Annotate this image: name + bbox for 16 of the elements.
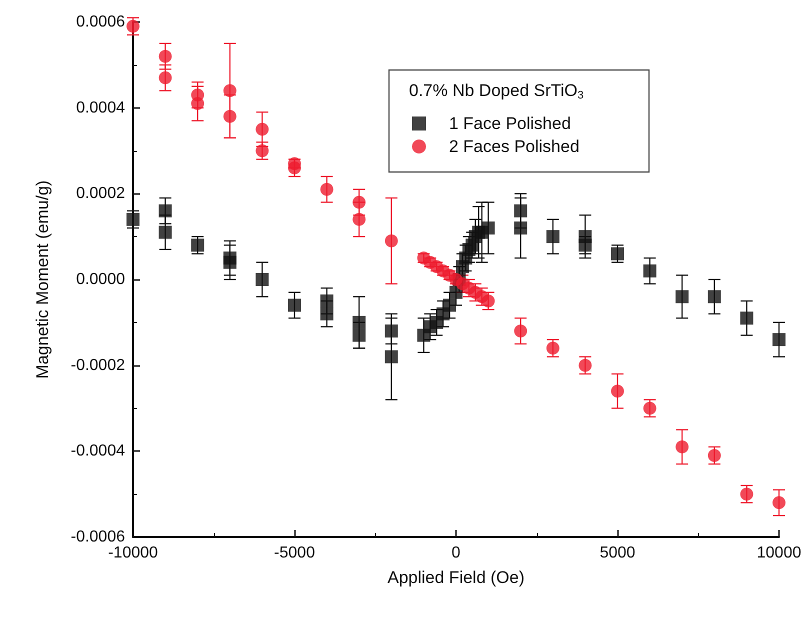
y-tick-label: 0.0006 <box>76 14 126 30</box>
y-tick-label: 0.0002 <box>76 185 126 202</box>
y-tick-label: -0.0002 <box>70 356 126 374</box>
legend-label: 1 Face Polished <box>449 114 571 133</box>
x-tick-label: 0 <box>452 544 461 562</box>
y-tick-label: -0.0004 <box>70 442 126 460</box>
x-axis-title: Applied Field (Oe) <box>387 568 525 587</box>
y-tick-label: 0.0000 <box>76 271 126 288</box>
x-tick-label: -10000 <box>108 544 158 562</box>
y-axis-title: Magnetic Moment (emu/g) <box>33 180 52 379</box>
y-tick-label: -0.0006 <box>70 528 126 546</box>
x-tick-label: -5000 <box>274 544 316 562</box>
y-tick-label: 0.0004 <box>76 99 126 116</box>
legend-label: 2 Faces Polished <box>449 137 580 156</box>
x-tick-label: 10000 <box>756 544 802 562</box>
x-tick-label: 5000 <box>600 544 636 562</box>
